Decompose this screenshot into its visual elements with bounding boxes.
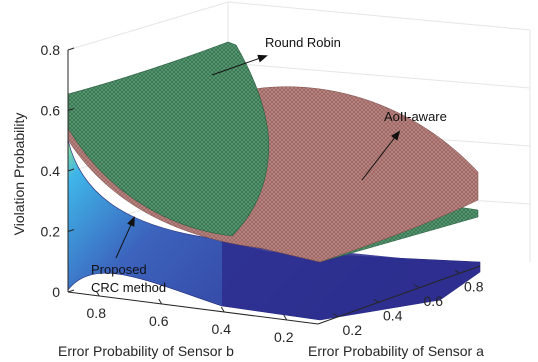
z-tick-mark: [67, 289, 75, 293]
surface-proposed-crc-front-band: [222, 240, 480, 320]
a-tick-mark: [373, 298, 380, 303]
z-tick-mark: [67, 229, 75, 232]
b-axis-line: [67, 291, 319, 325]
a-tick-label: 0.6: [424, 293, 444, 309]
arrow-round-robin: [211, 54, 268, 76]
a-tick-label: 0.2: [343, 322, 363, 338]
b-axis-ticks: 0.8 0.6 0.4 0.2: [87, 290, 294, 345]
z-tick-label: 0.2: [41, 224, 61, 240]
z-tick-label: 0: [52, 284, 60, 300]
a-tick-mark: [332, 313, 339, 318]
z-tick-mark: [67, 47, 75, 51]
z-axis-ticks: 0 0.2 0.4 0.6 0.8: [41, 42, 75, 300]
b-tick-mark: [95, 290, 100, 297]
z-tick-label: 0.4: [41, 163, 61, 179]
z-tick-label: 0.8: [41, 42, 61, 58]
a-tick-label: 0.8: [464, 278, 484, 294]
grid-z-06-right: [227, 62, 531, 89]
b-tick-label: 0.4: [212, 321, 232, 337]
annotation-round-robin: Round Robin: [265, 35, 341, 50]
surface-round-robin: [67, 41, 270, 237]
a-axis-ticks: 0.2 0.4 0.6 0.8: [332, 269, 484, 338]
b-tick-label: 0.6: [149, 313, 169, 329]
a-tick-label: 0.4: [383, 307, 403, 323]
b-axis-title: Error Probability of Sensor b: [58, 343, 234, 359]
a-tick-mark: [454, 269, 461, 274]
b-tick-mark: [158, 298, 163, 305]
a-axis-title: Error Probability of Sensor a: [308, 343, 484, 359]
annotation-proposed-line1: Proposed: [91, 262, 147, 277]
b-tick-label: 0.2: [274, 329, 294, 345]
arrow-aoii-aware: [361, 130, 401, 181]
arrow-proposed-crc: [115, 216, 135, 259]
b-tick-mark: [283, 314, 288, 321]
b-tick-label: 0.8: [87, 305, 107, 321]
z-tick-mark: [67, 108, 75, 111]
z-tick-label: 0.6: [41, 103, 61, 119]
a-axis-line: [317, 265, 481, 325]
annotation-aoii-aware: AoII-aware: [384, 109, 447, 124]
annotation-proposed-line2: CRC method: [91, 280, 166, 295]
a-tick-mark: [413, 284, 420, 289]
z-axis-title: Violation Probability: [11, 113, 27, 236]
b-tick-mark: [220, 306, 225, 313]
z-tick-mark: [67, 168, 75, 172]
